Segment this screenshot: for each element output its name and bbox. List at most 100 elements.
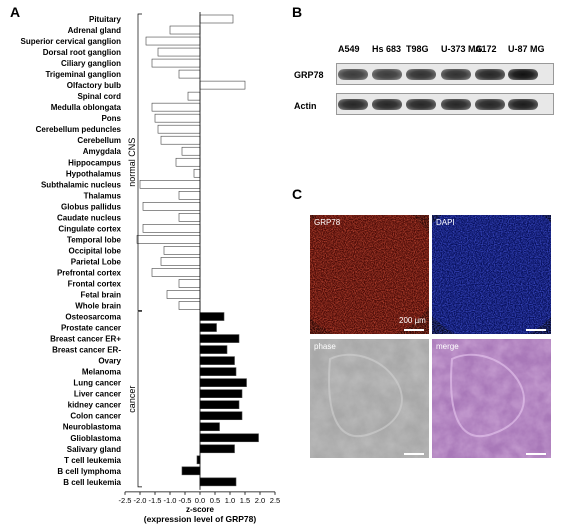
bar-42 <box>199 477 237 487</box>
bar-28 <box>199 323 217 332</box>
category-label-24: Frontal cortex <box>68 279 122 288</box>
category-label-15: Subthalamic nucleus <box>41 180 122 189</box>
category-label-23: Prefrontal cortex <box>57 268 122 277</box>
lane-label-1: Hs 683 <box>372 44 402 54</box>
category-label-20: Temporal lobe <box>67 235 122 244</box>
group-label-0: normal CNS <box>127 138 137 187</box>
lane-label-5: U-87 MG <box>508 44 545 54</box>
category-label-40: T cell leukemia <box>64 456 121 465</box>
category-label-5: Trigeminal ganglion <box>45 70 121 79</box>
micrograph-grp78: GRP78 200 µm <box>310 215 429 334</box>
grp78-band-1 <box>372 69 402 80</box>
x-tick-label-7: 1.0 <box>225 496 235 505</box>
band-label-actin: Actin <box>294 101 317 111</box>
category-label-12: Amygdala <box>83 147 122 156</box>
grp78-band-5 <box>508 69 538 80</box>
blot-strip-actin <box>336 93 554 115</box>
x-tick-label-6: 0.5 <box>210 496 220 505</box>
scale-bar-label: 200 µm <box>399 316 426 325</box>
panel-letter-c: C <box>292 186 303 202</box>
grp78-band-3 <box>441 69 471 80</box>
bar-21 <box>163 246 201 255</box>
blot-strip-grp78 <box>336 63 554 85</box>
category-label-14: Hypothalamus <box>66 169 122 178</box>
actin-band-2 <box>406 99 436 110</box>
category-label-16: Thalamus <box>84 191 122 200</box>
category-label-33: Lung cancer <box>73 379 121 388</box>
category-label-35: kidney cancer <box>68 401 121 410</box>
bar-13 <box>175 157 201 167</box>
category-label-19: Cingulate cortex <box>58 224 121 233</box>
grp78-band-4 <box>475 69 505 80</box>
bar-5 <box>178 69 201 79</box>
bar-12 <box>181 146 201 156</box>
category-label-17: Globus pallidus <box>61 202 122 211</box>
bar-10 <box>157 124 201 134</box>
category-label-2: Superior cervical ganglion <box>21 37 122 46</box>
bar-8 <box>151 102 201 112</box>
category-label-9: Pons <box>101 114 121 123</box>
bar-29 <box>199 334 240 343</box>
bar-20 <box>136 235 201 244</box>
scale-bar <box>526 329 546 331</box>
x-axis-label: z-score <box>186 505 215 514</box>
scale-bar <box>404 329 424 331</box>
scale-bar <box>404 453 424 455</box>
category-label-8: Medulla oblongata <box>51 103 122 112</box>
category-label-32: Melanoma <box>82 368 122 377</box>
bar-14 <box>193 168 201 178</box>
lane-label-3: U-373 MG <box>441 44 483 54</box>
bar-34 <box>199 389 243 398</box>
bar-7 <box>187 91 201 101</box>
expression-bar-chart: Pituitary Adrenal gland Superior cervical … <box>21 12 280 524</box>
x-tick-label-0: -2.5 <box>119 496 132 505</box>
bar-3 <box>157 47 201 57</box>
grp78-band-0 <box>338 69 368 80</box>
micrograph-phase: phase <box>310 339 429 458</box>
bar-16 <box>178 191 201 200</box>
category-label-42: B cell leukemia <box>63 478 121 487</box>
micrograph-merge: merge <box>432 339 551 458</box>
category-label-25: Fetal brain <box>81 291 122 300</box>
category-label-11: Cerebellum <box>77 136 121 145</box>
category-label-38: Glioblastoma <box>70 434 121 443</box>
lane-label-2: T98G <box>406 44 429 54</box>
bar-31 <box>199 356 235 365</box>
category-label-0: Pituitary <box>89 15 122 24</box>
x-tick-label-8: 1.5 <box>240 496 250 505</box>
category-label-7: Spinal cord <box>77 92 121 101</box>
bar-40 <box>196 455 201 465</box>
category-label-22: Parietal Lobe <box>71 257 122 266</box>
bar-27 <box>199 312 225 321</box>
actin-band-5 <box>508 99 538 110</box>
group-bracket-0 <box>137 13 142 311</box>
grp78-band-2 <box>406 69 436 80</box>
lane-label-4: A172 <box>475 44 497 54</box>
category-label-6: Olfactory bulb <box>67 81 121 90</box>
bar-17 <box>142 202 201 211</box>
group-bracket-1 <box>137 311 142 488</box>
bar-30 <box>199 345 228 354</box>
lane-label-0: A549 <box>338 44 360 54</box>
x-tick-label-2: -1.5 <box>149 496 162 505</box>
bar-11 <box>160 135 201 145</box>
bar-33 <box>199 378 247 387</box>
category-label-3: Dorsal root ganglion <box>43 48 121 57</box>
x-tick-label-5: 0.0 <box>195 496 205 505</box>
scale-bar <box>526 453 546 455</box>
category-label-4: Ciliary ganglion <box>61 59 121 68</box>
bar-41 <box>181 466 201 476</box>
category-label-18: Caudate nucleus <box>57 213 122 222</box>
actin-band-3 <box>441 99 471 110</box>
x-tick-label-10: 2.5 <box>270 496 280 505</box>
panel-letter-b: B <box>292 4 303 20</box>
bar-9 <box>154 113 201 123</box>
category-label-30: Breast cancer ER- <box>52 346 121 355</box>
category-label-13: Hippocampus <box>68 158 121 167</box>
bar-36 <box>199 411 243 421</box>
category-label-27: Osteosarcoma <box>65 313 121 322</box>
bar-35 <box>199 400 240 410</box>
bar-6 <box>199 80 246 90</box>
bar-0 <box>199 14 234 24</box>
band-label-grp78: GRP78 <box>294 70 324 80</box>
